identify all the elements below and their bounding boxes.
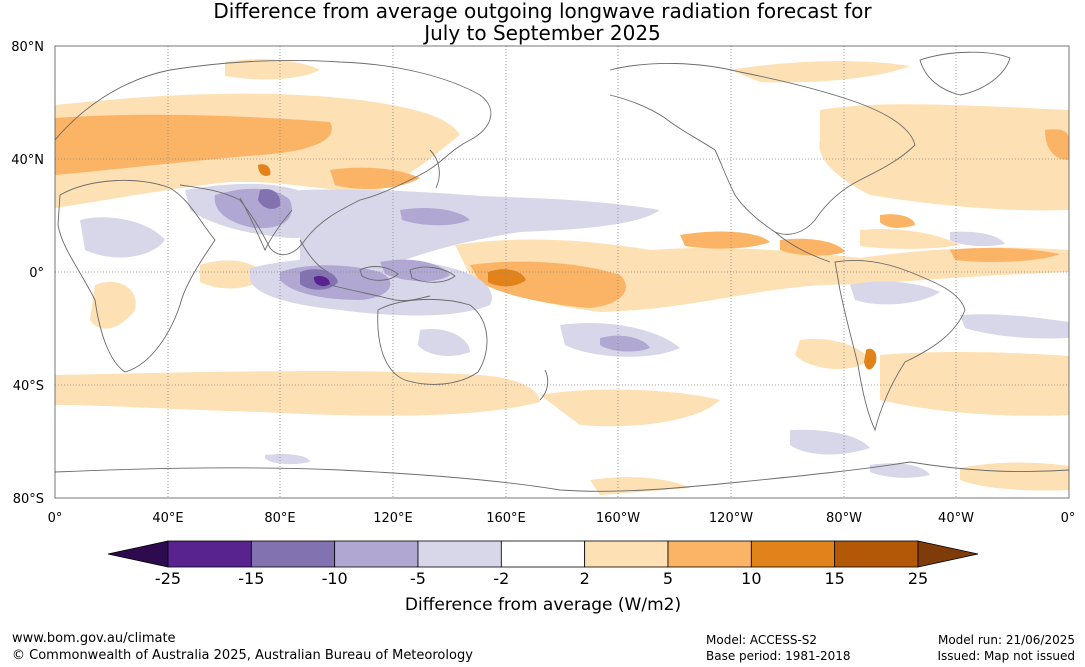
lat-label: 0° [29,266,44,281]
anomaly-positive-strong [258,164,877,370]
lon-label: 0° [1061,511,1076,526]
lon-label: 40°W [938,511,974,526]
lon-label: 120°W [709,511,753,526]
legend-tick-label: -2 [493,569,509,588]
model-run-date: Model run: 21/06/2025 [937,633,1075,647]
legend-colour-cell [334,540,419,568]
map-title-line-2: July to September 2025 [424,21,661,45]
legend-tick-label: -10 [322,569,348,588]
lon-label: 160°E [486,511,526,526]
lat-label: 80°N [11,40,44,55]
legend-colour-cell [750,540,836,568]
lon-label: 0° [48,511,63,526]
map-graticule [55,46,1069,498]
anomaly-negative-light [80,183,1069,478]
legend-colour-cell [500,540,586,568]
model-name: Model: ACCESS-S2 [706,633,818,647]
legend-tick-label: 2 [580,569,590,588]
legend-right-arrow [917,540,979,568]
legend-colour-cell [834,540,919,568]
legend-tick-label: 25 [908,569,928,588]
legend-colour-cell [584,540,669,568]
anomaly-positive-light [55,59,1069,495]
legend-tick-label: 15 [824,569,844,588]
map-frame [54,45,1070,499]
source-url: www.bom.gov.au/climate [12,631,176,646]
legend-tick-label: -25 [155,569,181,588]
base-period: Base period: 1981-2018 [706,649,851,663]
issued-status: Issued: Map not issued [937,649,1075,663]
legend-tick-label: -5 [410,569,426,588]
anomaly-shading [55,59,1069,495]
colour-legend: -25 -15 -10 -5 -2 2 5 10 15 25 Difference from av… [107,540,979,615]
lon-label: 120°E [373,511,413,526]
lon-label: 80°W [826,511,862,526]
legend-colour-cell [417,540,502,568]
lon-label: 80°E [264,511,295,526]
coastlines [55,51,1069,492]
lat-label: 40°S [13,379,44,394]
map-title-line-1: Difference from average outgoing longwav… [213,0,872,23]
copyright-notice: © Commonwealth of Australia 2025, Austra… [12,648,473,663]
legend-tick-label: 5 [663,569,673,588]
map-axis-labels: 80°N 40°N 0° 40°S 80°S 0° 40°E 80°E 120°… [11,40,1075,526]
lat-label: 40°N [11,153,44,168]
lon-label: 160°W [596,511,640,526]
legend-title: Difference from average (W/m2) [405,595,681,615]
legend-tick-label: 10 [741,569,761,588]
legend-left-arrow [107,540,169,568]
legend-colour-cell [167,540,252,568]
legend-colour-cell [667,540,752,568]
lat-label: 80°S [13,492,44,507]
legend-colour-cell [250,540,336,568]
anomaly-negative-severe [314,275,330,287]
legend-tick-label: -15 [238,569,264,588]
lon-label: 40°E [152,511,183,526]
